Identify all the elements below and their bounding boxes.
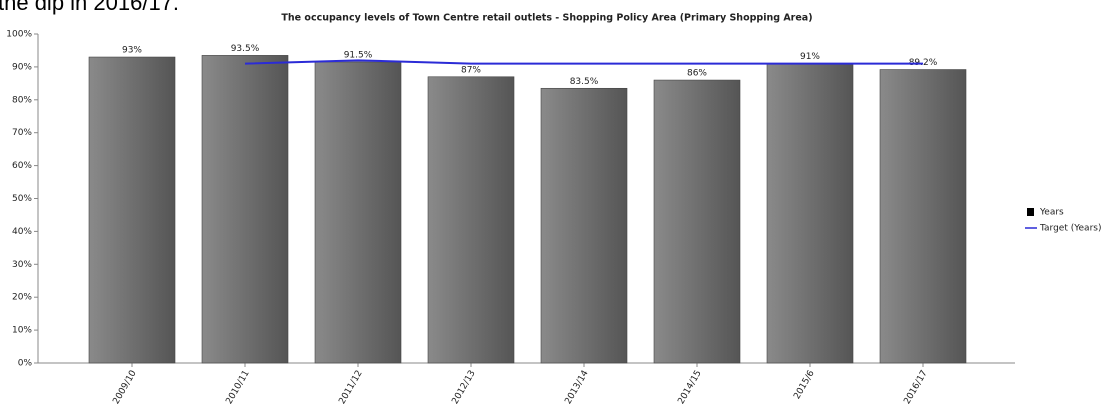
- legend-swatch: [1027, 208, 1034, 216]
- y-tick-label: 10%: [12, 326, 32, 336]
- bar: [653, 79, 741, 364]
- bar: [766, 63, 854, 364]
- legend-label: Target (Years): [1039, 224, 1101, 234]
- value-label: 93.5%: [231, 44, 260, 54]
- x-tick-label: 2015/6: [792, 369, 817, 402]
- y-tick-label: 60%: [12, 161, 32, 171]
- y-tick-label: 50%: [12, 194, 32, 204]
- value-label: 86%: [687, 69, 707, 79]
- value-label: 91%: [800, 52, 820, 62]
- y-tick-label: 90%: [12, 62, 32, 72]
- y-tick-label: 40%: [12, 227, 32, 237]
- chart-title: The occupancy levels of Town Centre reta…: [281, 13, 812, 24]
- y-tick-label: 20%: [12, 293, 32, 303]
- value-label: 93%: [122, 46, 142, 56]
- value-label: 87%: [461, 65, 481, 75]
- y-tick-label: 0%: [18, 359, 33, 369]
- x-tick-label: 2016/17: [902, 369, 929, 406]
- y-tick-label: 30%: [12, 260, 32, 270]
- bar: [201, 55, 289, 364]
- y-tick-label: 70%: [12, 128, 32, 138]
- legend-label: Years: [1039, 208, 1064, 218]
- value-label: 83.5%: [570, 77, 599, 87]
- bar: [314, 61, 402, 364]
- x-tick-label: 2012/13: [450, 369, 477, 406]
- y-tick-label: 100%: [6, 30, 32, 40]
- x-tick-label: 2014/15: [676, 369, 703, 406]
- value-label: 89.2%: [909, 58, 938, 68]
- y-tick-label: 80%: [12, 95, 32, 105]
- bar: [879, 69, 967, 364]
- x-tick-label: 2011/12: [337, 369, 364, 406]
- value-label: 91.5%: [344, 50, 373, 60]
- bar: [540, 87, 628, 364]
- x-tick-label: 2010/11: [224, 369, 251, 406]
- caption: the dip in 2016/17.: [0, 0, 179, 15]
- x-tick-label: 2009/10: [111, 369, 138, 407]
- bar: [427, 76, 515, 364]
- x-tick-label: 2013/14: [563, 369, 590, 407]
- bar: [88, 56, 176, 364]
- target-line: [244, 59, 923, 65]
